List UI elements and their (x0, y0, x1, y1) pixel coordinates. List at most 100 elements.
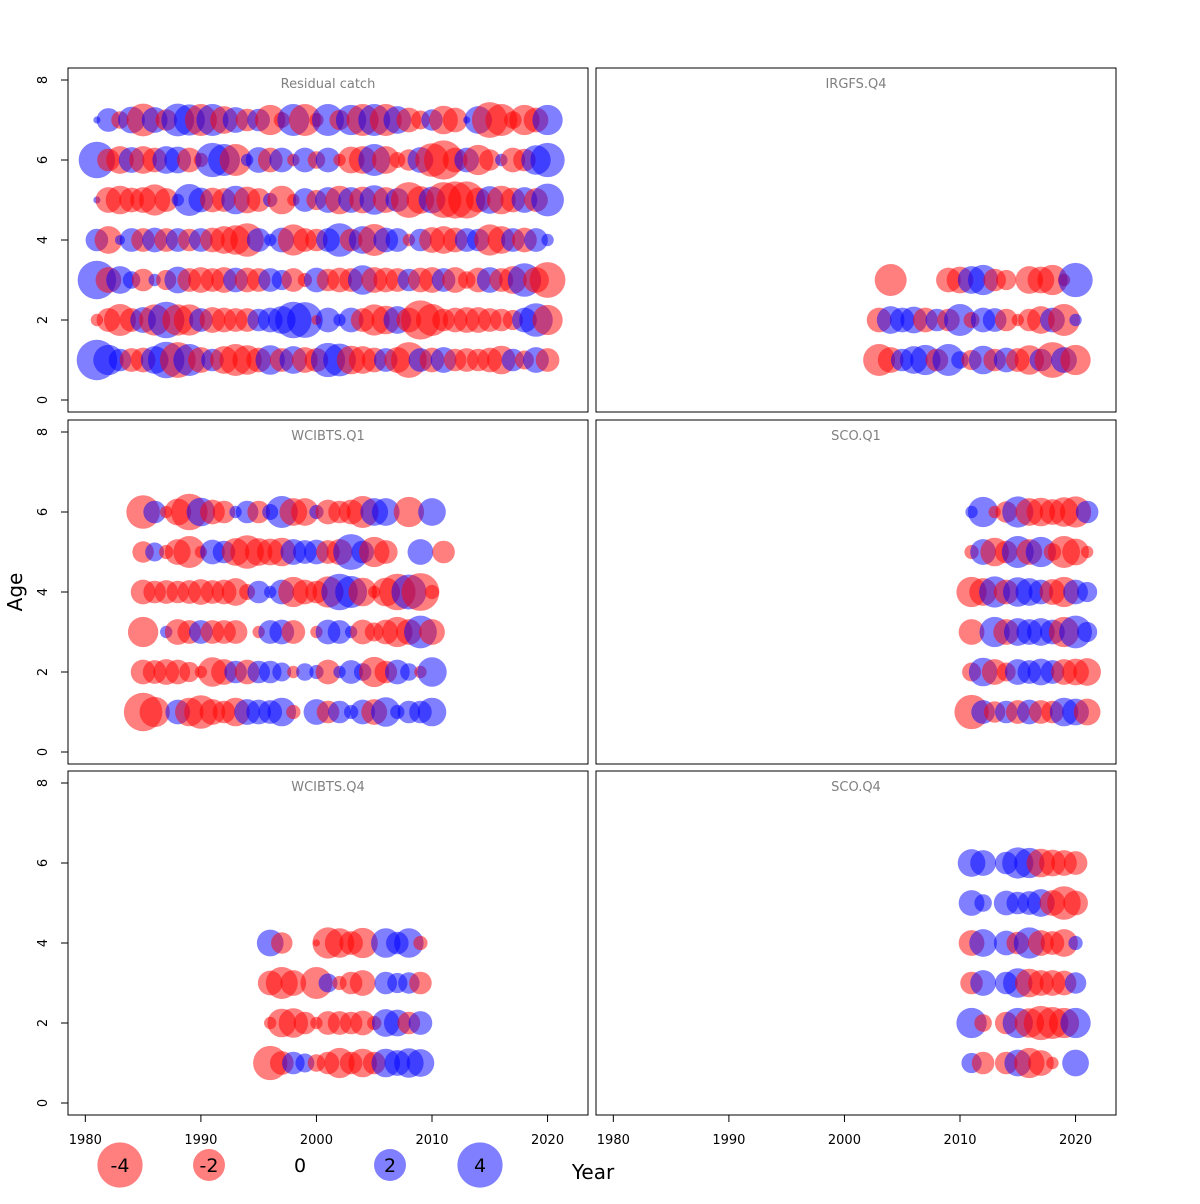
residual-bubble (267, 185, 297, 215)
residual-bubble (1077, 581, 1098, 603)
residual-bubble (407, 539, 434, 565)
residual-bubble (1050, 929, 1078, 957)
residual-bubble (1060, 1007, 1091, 1039)
panel-title: Residual catch (281, 77, 376, 92)
panel: Residual catch (67, 67, 589, 413)
residual-bubble (1077, 621, 1098, 643)
residual-bubble (371, 498, 400, 526)
residual-bubble (1073, 658, 1101, 686)
y-tick-label: 8 (36, 428, 51, 436)
y-tick-label: 4 (36, 939, 51, 947)
residual-bubble (408, 1011, 433, 1035)
residual-bubble (1075, 500, 1099, 524)
legend-label: 0 (294, 1155, 306, 1177)
panel-title: IRGFS.Q4 (825, 77, 886, 92)
residual-bubble (1073, 698, 1101, 726)
residual-bubble (1069, 313, 1082, 327)
residual-bubble (1058, 262, 1093, 298)
residual-bubble (944, 304, 976, 336)
residual-bubble (296, 663, 314, 681)
residual-bubble (315, 147, 341, 173)
residual-bubble (1062, 1049, 1089, 1077)
panel-title: SCO.Q4 (831, 780, 881, 795)
x-tick-label: 1980 (597, 1133, 630, 1148)
residual-bubble (318, 973, 338, 993)
panel: SCO.Q4 (595, 770, 1117, 1116)
y-tick-label: 4 (36, 588, 51, 596)
panel-frame (595, 67, 1117, 413)
residual-bubble (1028, 1050, 1054, 1076)
residual-bubble (442, 107, 468, 133)
residual-bubble (1063, 851, 1088, 875)
residual-bubble (315, 307, 341, 333)
residual-bubble (401, 573, 440, 611)
residual-bubble (994, 308, 1018, 332)
residual-bubble (350, 1010, 376, 1036)
residual-bubble (94, 226, 123, 254)
y-tick-label: 8 (36, 779, 51, 787)
residual-bubble (267, 697, 297, 727)
residual-bubble (349, 970, 376, 996)
axes: 0 2 4 6 8 0 2 4 6 8 0 2 4 6 8 1980 1990 2000 2010 2020 1980 1… (36, 76, 1092, 1148)
residual-bubble (971, 1051, 995, 1075)
residual-bubble (154, 188, 179, 212)
residual-bubble (281, 268, 306, 292)
residual-bubble (1064, 972, 1087, 994)
x-tick-label: 1990 (712, 1133, 745, 1148)
residual-bubble (221, 578, 250, 606)
y-tick-label: 6 (36, 508, 51, 516)
residual-bubble (409, 971, 432, 995)
residual-bubble (246, 228, 271, 252)
residual-bubble (996, 269, 1017, 291)
residual-bubble (394, 928, 424, 958)
residual-bubble (212, 500, 236, 524)
legend-label: -4 (111, 1155, 130, 1177)
residual-bubble (418, 498, 446, 526)
y-tick-label: 6 (36, 156, 51, 164)
residual-bubble (281, 620, 306, 644)
residual-bubble (432, 540, 455, 564)
residual-bubble (145, 542, 165, 562)
residual-bubble (1080, 545, 1094, 559)
residual-bubble (1063, 890, 1088, 916)
panels: Residual catch IRGFS.Q4 WCIBTS.Q1 SCO.Q1 WCI… (67, 67, 1117, 1116)
residual-bubble (347, 927, 378, 959)
y-tick-label: 6 (36, 859, 51, 867)
residual-bubble (541, 233, 554, 247)
x-tick-label: 2000 (300, 1133, 333, 1148)
residual-bubble (529, 262, 566, 298)
residual-bubble (531, 183, 564, 217)
residual-bubble (974, 1014, 992, 1032)
panel: WCIBTS.Q4 (67, 770, 589, 1116)
residual-bubble (958, 619, 985, 645)
x-tick-label: 2010 (415, 1133, 448, 1148)
residual-bubble (286, 704, 301, 720)
residual-bubble (1048, 304, 1080, 336)
panel: WCIBTS.Q1 (67, 419, 589, 765)
residual-bubble (970, 970, 996, 996)
residual-bubble (131, 268, 155, 292)
panel: IRGFS.Q4 (595, 67, 1117, 413)
residual-bubble (967, 496, 999, 528)
residual-bubble (1046, 1056, 1059, 1070)
legend: -4 -2 0 2 4 (97, 1142, 503, 1188)
y-tick-label: 8 (36, 76, 51, 84)
x-axis-label: Year (571, 1160, 615, 1184)
residual-bubble (173, 536, 206, 568)
residual-bubble (974, 894, 992, 912)
y-tick-label: 0 (36, 396, 51, 404)
residual-bubble (400, 663, 418, 681)
panel-title: WCIBTS.Q1 (291, 429, 365, 444)
residual-bubble (532, 104, 563, 136)
residual-bubble (328, 700, 351, 724)
residual-bubble (139, 696, 170, 728)
residual-bubble (293, 1011, 317, 1035)
panel-title: SCO.Q1 (831, 429, 881, 444)
residual-bubble (1068, 935, 1083, 951)
residual-bubble (272, 662, 292, 682)
residual-bubble (1037, 264, 1068, 296)
residual-bubble (524, 228, 548, 252)
legend-bubble (97, 1142, 143, 1188)
